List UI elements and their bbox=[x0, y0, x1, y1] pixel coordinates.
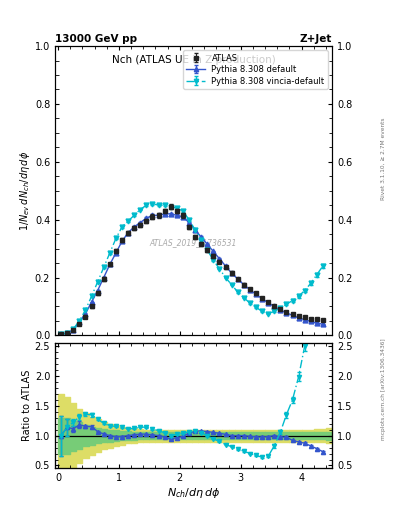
Y-axis label: $1/N_{ev}\,dN_{ch}/d\eta\,d\phi$: $1/N_{ev}\,dN_{ch}/d\eta\,d\phi$ bbox=[18, 151, 32, 231]
Text: ATLAS_2019_I1736531: ATLAS_2019_I1736531 bbox=[150, 238, 237, 247]
Text: Nch (ATLAS UE in Z production): Nch (ATLAS UE in Z production) bbox=[112, 55, 275, 65]
Legend: ATLAS, Pythia 8.308 default, Pythia 8.308 vincia-default: ATLAS, Pythia 8.308 default, Pythia 8.30… bbox=[183, 50, 328, 89]
Text: 13000 GeV pp: 13000 GeV pp bbox=[55, 33, 137, 44]
Text: mcplots.cern.ch [arXiv:1306.3436]: mcplots.cern.ch [arXiv:1306.3436] bbox=[381, 338, 386, 440]
Y-axis label: Ratio to ATLAS: Ratio to ATLAS bbox=[22, 370, 32, 441]
Text: Z+Jet: Z+Jet bbox=[300, 33, 332, 44]
Text: Rivet 3.1.10, ≥ 2.7M events: Rivet 3.1.10, ≥ 2.7M events bbox=[381, 117, 386, 200]
X-axis label: $N_{ch}/d\eta\,d\phi$: $N_{ch}/d\eta\,d\phi$ bbox=[167, 486, 220, 500]
